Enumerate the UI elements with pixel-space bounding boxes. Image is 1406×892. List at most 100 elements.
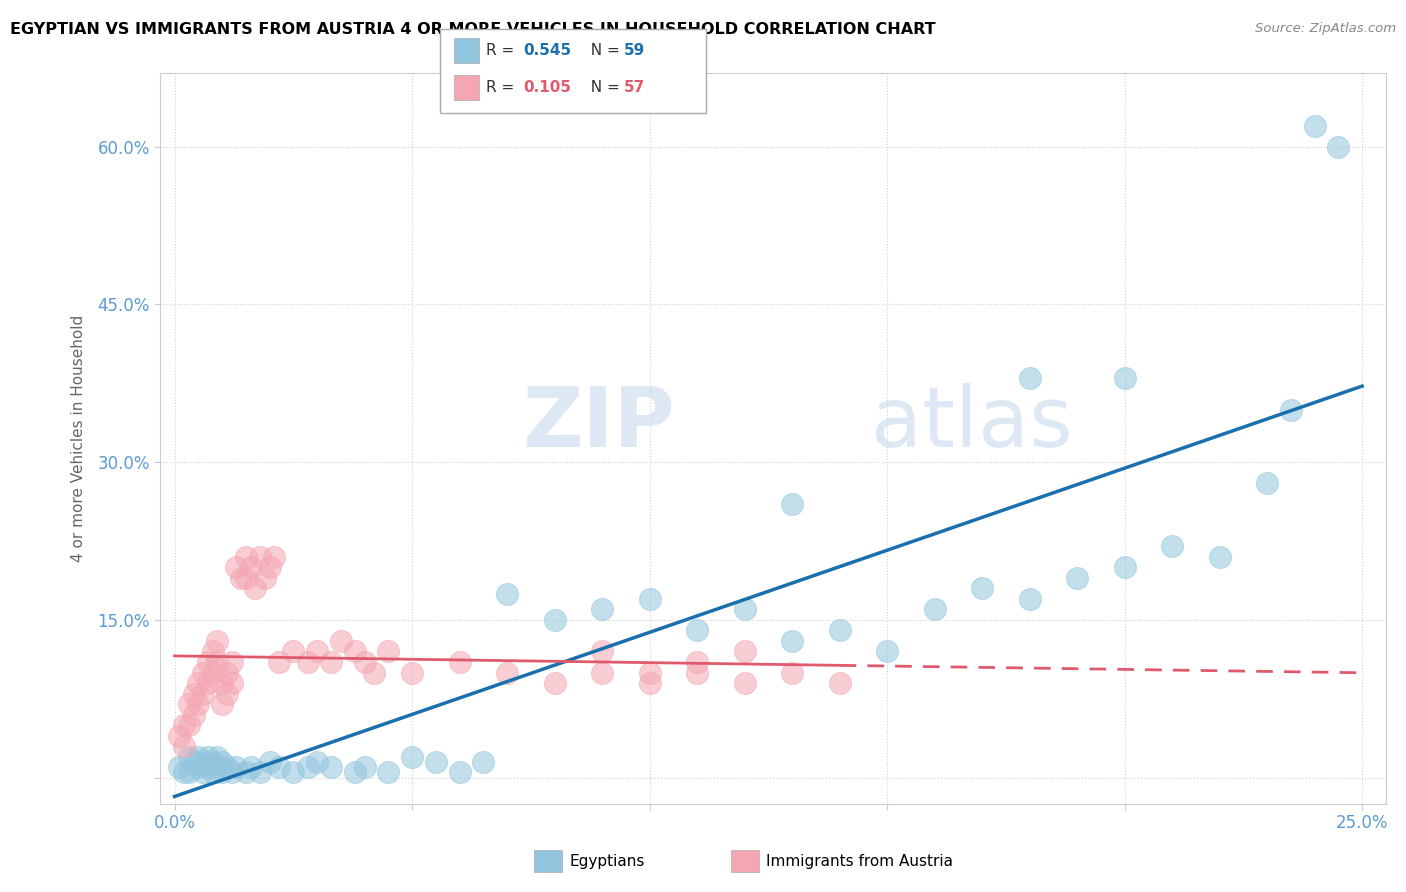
- Point: [363, 665, 385, 680]
- Point: [235, 571, 257, 585]
- Point: [686, 624, 709, 638]
- Point: [221, 655, 243, 669]
- Point: [377, 644, 399, 658]
- Text: Source: ZipAtlas.com: Source: ZipAtlas.com: [1256, 22, 1396, 36]
- Point: [1018, 591, 1040, 606]
- Point: [321, 655, 343, 669]
- Point: [221, 676, 243, 690]
- Point: [211, 676, 233, 690]
- Point: [297, 760, 319, 774]
- Point: [297, 655, 319, 669]
- Point: [207, 760, 229, 774]
- Text: EGYPTIAN VS IMMIGRANTS FROM AUSTRIA 4 OR MORE VEHICLES IN HOUSEHOLD CORRELATION : EGYPTIAN VS IMMIGRANTS FROM AUSTRIA 4 OR…: [10, 22, 935, 37]
- Point: [344, 644, 367, 658]
- Point: [686, 655, 709, 669]
- Point: [177, 765, 200, 780]
- Point: [401, 665, 423, 680]
- Text: N =: N =: [581, 44, 624, 58]
- Text: 59: 59: [624, 44, 645, 58]
- Point: [472, 755, 495, 769]
- Point: [169, 729, 191, 743]
- Point: [177, 749, 200, 764]
- Point: [780, 497, 803, 511]
- Point: [321, 760, 343, 774]
- Point: [187, 760, 209, 774]
- Point: [686, 665, 709, 680]
- Point: [249, 765, 271, 780]
- Text: R =: R =: [486, 80, 520, 95]
- Text: 57: 57: [624, 80, 645, 95]
- Point: [239, 760, 262, 774]
- Point: [1256, 476, 1278, 491]
- Point: [229, 571, 252, 585]
- Point: [259, 755, 281, 769]
- Point: [1114, 560, 1136, 574]
- Point: [253, 571, 276, 585]
- Point: [828, 676, 851, 690]
- Point: [591, 665, 613, 680]
- Point: [201, 755, 224, 769]
- Point: [543, 613, 565, 627]
- Point: [496, 665, 519, 680]
- Point: [225, 560, 247, 574]
- Text: ZIP: ZIP: [523, 384, 675, 465]
- Text: Immigrants from Austria: Immigrants from Austria: [766, 854, 953, 869]
- Point: [211, 765, 233, 780]
- Point: [305, 755, 328, 769]
- Point: [197, 760, 219, 774]
- Point: [591, 644, 613, 658]
- Point: [1161, 539, 1184, 553]
- Point: [353, 760, 375, 774]
- Point: [221, 765, 243, 780]
- Point: [215, 665, 238, 680]
- Point: [211, 697, 233, 711]
- Text: 0.545: 0.545: [523, 44, 571, 58]
- Point: [734, 602, 756, 616]
- Point: [734, 676, 756, 690]
- Point: [638, 591, 661, 606]
- Point: [207, 749, 229, 764]
- Point: [401, 749, 423, 764]
- Point: [177, 718, 200, 732]
- Point: [638, 665, 661, 680]
- Point: [263, 549, 285, 564]
- Point: [638, 676, 661, 690]
- Point: [1114, 371, 1136, 385]
- Point: [173, 765, 195, 780]
- Point: [207, 634, 229, 648]
- Point: [970, 582, 993, 596]
- Point: [780, 634, 803, 648]
- Point: [201, 644, 224, 658]
- Text: R =: R =: [486, 44, 520, 58]
- Point: [173, 718, 195, 732]
- Point: [245, 582, 267, 596]
- Point: [191, 765, 214, 780]
- Point: [197, 655, 219, 669]
- Point: [183, 755, 205, 769]
- Point: [201, 665, 224, 680]
- Point: [449, 655, 471, 669]
- Point: [197, 676, 219, 690]
- Point: [215, 760, 238, 774]
- Point: [1208, 549, 1230, 564]
- Point: [173, 739, 195, 753]
- Point: [425, 755, 447, 769]
- Point: [1279, 402, 1302, 417]
- Point: [169, 760, 191, 774]
- Text: atlas: atlas: [872, 384, 1073, 465]
- Point: [344, 765, 367, 780]
- Point: [1327, 139, 1350, 153]
- Point: [1018, 371, 1040, 385]
- Point: [876, 644, 898, 658]
- Point: [235, 765, 257, 780]
- Point: [259, 560, 281, 574]
- Point: [283, 644, 305, 658]
- Point: [187, 749, 209, 764]
- Text: 0.105: 0.105: [523, 80, 571, 95]
- Point: [191, 755, 214, 769]
- Point: [377, 765, 399, 780]
- Point: [183, 687, 205, 701]
- Text: N =: N =: [581, 80, 624, 95]
- Point: [215, 687, 238, 701]
- Point: [239, 560, 262, 574]
